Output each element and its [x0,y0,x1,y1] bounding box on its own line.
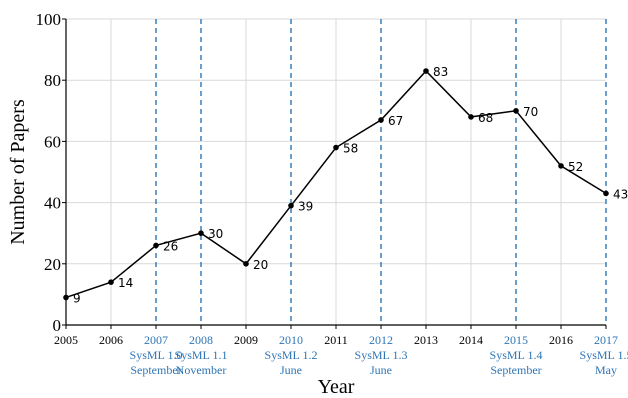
x-tick-label: 2011 [324,333,348,347]
x-tick-label: 2006 [99,333,123,347]
data-point [63,294,69,301]
release-version-label: SysML 1.2 [265,348,318,362]
data-point [333,144,339,151]
data-point [513,108,519,114]
data-label: 58 [343,142,358,156]
release-version-label: SysML 1.4 [490,348,543,362]
data-label: 83 [433,65,448,79]
data-label: 39 [298,200,313,214]
data-label: 68 [478,111,493,125]
data-label: 14 [118,276,133,290]
x-tick-label: 2008 [189,333,213,347]
release-month-label: May [595,363,617,377]
data-label: 30 [208,227,223,241]
data-label: 43 [613,187,628,201]
release-month-label: June [370,363,392,377]
data-point [108,279,114,285]
y-axis-title: Number of Papers [7,99,29,245]
data-point [288,202,294,209]
data-label: 70 [523,105,538,119]
data-label: 9 [73,291,81,305]
series-number-of-papers [63,68,609,301]
release-month-label: September [490,363,541,377]
data-label: 20 [253,258,268,272]
release-month-label: November [176,363,227,377]
y-tick-label: 0 [53,316,62,335]
x-tick-label: 2007 [144,333,168,347]
data-point [423,68,429,74]
x-tick-label: 2005 [54,333,78,347]
data-point [468,114,474,120]
y-tick-label: 80 [44,71,61,90]
data-point [153,242,159,249]
release-month-label: September [130,363,181,377]
release-month-label: June [280,363,302,377]
grid [66,18,606,325]
release-version-label: SysML 1.0 [130,348,183,362]
data-label: 67 [388,114,403,128]
data-point [558,163,564,169]
axes: 0 20 40 60 80 100 2005 2006 2007 2008 2009 2010 2011… [36,10,619,347]
release-markers [155,19,607,325]
data-point [603,190,609,197]
x-tick-label: 2017 [594,333,618,347]
release-version-label: SysML 1.1 [175,348,228,362]
release-version-label: SysML 1.5 [580,348,628,362]
x-tick-label: 2013 [414,333,438,347]
x-tick-label: 2015 [504,333,528,347]
x-tick-label: 2009 [234,333,258,347]
release-version-label: SysML 1.3 [355,348,408,362]
data-point [198,230,204,236]
data-point [243,261,249,267]
data-point [378,117,384,123]
x-tick-label: 2012 [369,333,393,347]
y-tick-label: 100 [36,10,62,29]
y-tick-label: 60 [44,132,61,151]
x-tick-label: 2014 [459,333,483,347]
x-axis-title: Year [318,376,355,398]
data-label: 52 [568,160,583,174]
x-tick-label: 2010 [279,333,303,347]
y-tick-label: 40 [44,194,61,213]
x-tick-label: 2016 [549,333,573,347]
data-label: 26 [163,239,178,253]
y-tick-label: 20 [44,255,61,274]
